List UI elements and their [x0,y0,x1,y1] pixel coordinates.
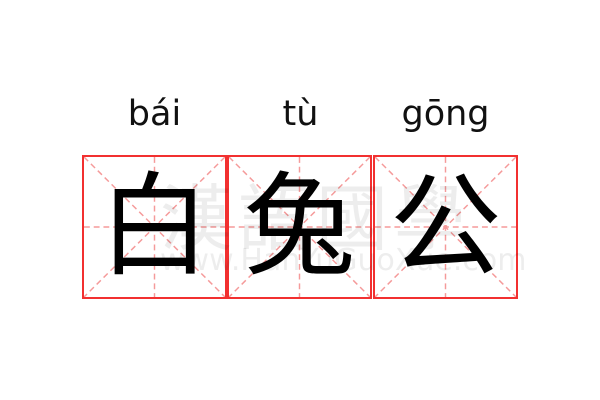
character-cell: 公 [373,155,518,299]
hanzi-character: 兔 [243,162,356,292]
pinyin-1: tù [282,94,319,134]
character-cell: 白 [82,155,227,299]
character-grid: 白 兔 公 [82,155,518,299]
hanzi-character: 公 [389,162,502,292]
hanzi-character: 白 [98,162,211,292]
tian-zi-guide-lines [229,157,370,297]
character-cell: 兔 [227,155,372,299]
tian-zi-guide-lines [375,157,516,297]
pinyin-0: bái [127,94,182,134]
pinyin-2: gōng [401,94,490,134]
tian-zi-guide-lines [84,157,225,297]
